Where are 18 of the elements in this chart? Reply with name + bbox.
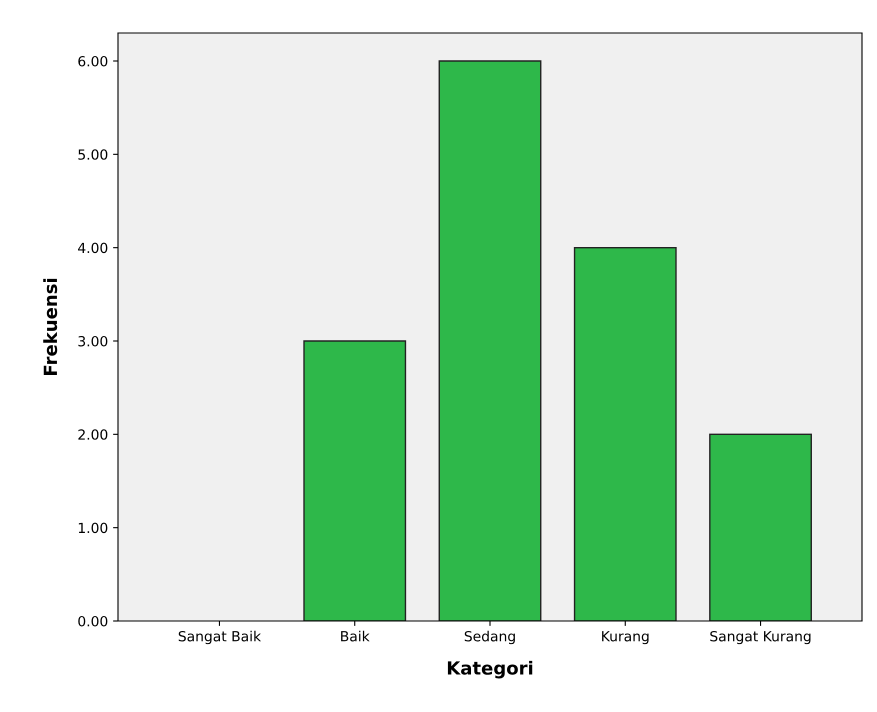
bar <box>709 434 812 621</box>
x-tick-label: Kurang <box>602 631 649 644</box>
x-tick-label: Sedang <box>464 630 515 644</box>
y-tick-label: 0.00 <box>78 616 108 626</box>
bar <box>438 60 542 621</box>
x-axis-title: Kategori <box>448 660 532 678</box>
y-tick-label: 1.00 <box>78 522 108 534</box>
bar <box>574 246 677 621</box>
y-tick-label: 2.00 <box>78 429 108 440</box>
bar <box>303 340 406 621</box>
y-axis-title: Frekuensi <box>43 278 58 375</box>
x-tick-label: Sangat Baik <box>178 630 262 644</box>
y-tick-label: 6.00 <box>78 56 108 66</box>
x-tick-label: Baik <box>341 630 370 642</box>
y-tick-label: 3.00 <box>78 336 108 346</box>
y-tick-label: 5.00 <box>78 149 108 160</box>
y-tick-label: 4.00 <box>78 242 108 254</box>
x-tick-label: Sangat Kurang <box>710 630 810 644</box>
